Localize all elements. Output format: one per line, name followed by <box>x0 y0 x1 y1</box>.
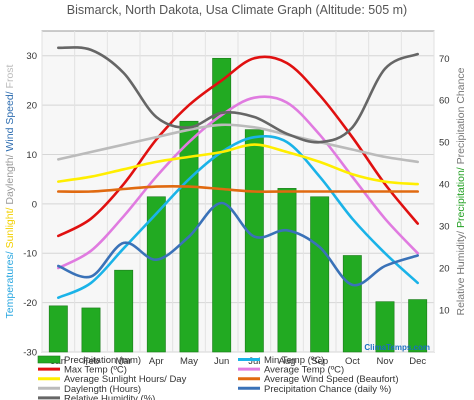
precipitation-bar <box>408 299 428 353</box>
left-tick-label: -30 <box>23 348 37 359</box>
legend-entry-label: Average Sunlight Hours/ Day <box>64 374 187 385</box>
legend-entry-label: Average Temp (ºC) <box>264 365 344 376</box>
x-tick-label: Nov <box>377 356 394 367</box>
chart-title: Bismarck, North Dakota, Usa Climate Grap… <box>67 3 407 17</box>
right-axis-label-segment: Precipitation Chance <box>455 67 467 164</box>
right-axis-label-segment: Relative Humidity/ <box>455 228 467 316</box>
left-axis-label-segment: Frost <box>4 64 16 88</box>
brand-watermark: ClimaTemps.com <box>364 343 430 352</box>
left-axis-label-segment: Wind Speed/ <box>4 88 16 151</box>
right-tick-label: 40 <box>439 180 450 191</box>
precipitation-chance-daily-line <box>57 201 419 287</box>
precipitation-bar <box>114 269 134 353</box>
right-tick-label: 70 <box>439 54 450 65</box>
daylength-hours-line <box>57 123 419 164</box>
x-tick-label: Oct <box>345 356 360 367</box>
left-tick-label: 20 <box>26 101 37 112</box>
relative-humidity-line <box>57 46 419 144</box>
x-tick-label: Mar <box>115 356 131 367</box>
precipitation-bar <box>146 196 166 353</box>
x-tick-label: Aug <box>279 356 296 367</box>
left-axis-label-segment: Sunlight/ <box>4 205 16 249</box>
right-tick-label: 60 <box>439 96 450 107</box>
legend-entry-label: Average Wind Speed (Beaufort) <box>264 374 398 385</box>
precipitation-bar <box>81 307 101 353</box>
left-tick-label: 0 <box>32 199 37 210</box>
precipitation-bar <box>375 301 395 353</box>
precipitation-bar <box>310 196 330 353</box>
precipitation-bar <box>212 57 232 353</box>
x-tick-label: Jul <box>248 356 260 367</box>
precipitation-bar <box>277 188 297 353</box>
right-tick-label: 10 <box>439 306 450 317</box>
left-axis-label-segment: Daylength/ <box>4 152 16 205</box>
right-axis-label: Relative Humidity/ Precipitation/ Precip… <box>455 67 467 315</box>
min-temp-c-line <box>57 134 419 299</box>
series-lines <box>57 46 419 299</box>
legend-entry-label: Max Temp (ºC) <box>64 365 127 376</box>
average-wind-speed-beaufort-line <box>57 185 419 193</box>
left-tick-label: 10 <box>26 150 37 161</box>
legend-entry-label: Min Temp (ºC) <box>264 355 324 366</box>
max-temp-c-line <box>57 55 419 238</box>
x-tick-label: Jun <box>214 356 229 367</box>
average-sunlight-hours-day-line <box>57 143 419 186</box>
left-tick-label: -20 <box>23 298 37 309</box>
x-tick-label: Sep <box>311 356 328 367</box>
axes: 3020100-10-20-3070605040302010JanFebMarA… <box>4 51 467 367</box>
right-axis-label-segment: Precipitation/ <box>455 164 467 228</box>
precipitation-bar <box>342 255 362 353</box>
legend-entry-label: Precipitation Chance (daily %) <box>264 384 391 395</box>
x-tick-label: May <box>180 356 198 367</box>
legend: Precipitation (mm) Min Temp (ºC) Max Temp … <box>37 355 398 400</box>
legend-entry-label: Daylength (Hours) <box>64 384 141 395</box>
x-tick-label: Apr <box>149 356 164 367</box>
left-tick-label: 30 <box>26 51 37 62</box>
left-tick-label: -10 <box>23 249 37 260</box>
x-tick-label: Dec <box>409 356 426 367</box>
x-tick-label: Feb <box>83 356 99 367</box>
legend-swatch <box>37 355 61 364</box>
right-tick-label: 30 <box>439 222 450 233</box>
left-axis-label: Temperatures/ Sunlight/ Daylength/ Wind … <box>4 64 16 318</box>
precipitation-bar <box>48 305 68 353</box>
right-tick-label: 50 <box>439 138 450 149</box>
precipitation-bar <box>244 129 264 353</box>
left-axis-label-segment: Temperatures/ <box>4 248 16 318</box>
average-temp-c-line <box>57 95 419 270</box>
legend-entry-label: Precipitation (mm) <box>64 355 141 366</box>
right-tick-label: 20 <box>439 264 450 275</box>
legend-entry-label: Relative Humidity (%) <box>64 393 155 400</box>
